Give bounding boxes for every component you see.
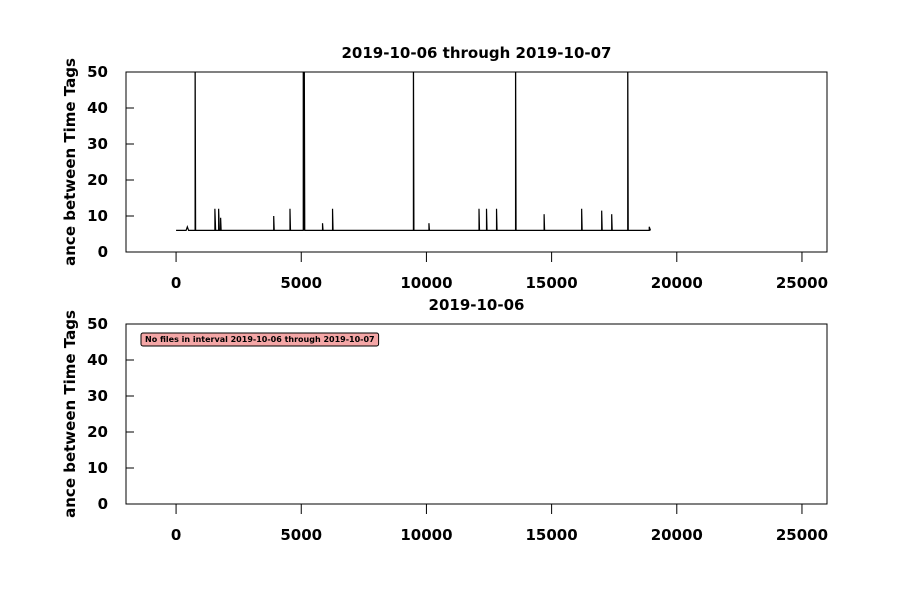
y-axis-label: ance between Time Tags: [61, 58, 79, 266]
x-tick-label: 15000: [526, 274, 578, 292]
y-tick-label: 40: [87, 351, 108, 369]
data-line: [176, 72, 652, 231]
x-tick-label: 0: [171, 274, 181, 292]
y-tick-label: 20: [87, 171, 108, 189]
y-tick-label: 0: [98, 495, 108, 513]
y-tick-label: 50: [87, 315, 108, 333]
y-tick-label: 0: [98, 243, 108, 261]
chart-title: 2019-10-06 through 2019-10-07: [342, 44, 612, 62]
x-tick-label: 5000: [280, 274, 322, 292]
y-tick-label: 40: [87, 99, 108, 117]
annotation: No files in interval 2019-10-06 through …: [140, 332, 380, 347]
plot-frame: [125, 71, 828, 253]
y-tick-label: 10: [87, 459, 108, 477]
x-tick-label: 10000: [400, 274, 452, 292]
y-tick-label: 50: [87, 63, 108, 81]
x-tick-label: 20000: [651, 274, 703, 292]
y-tick-label: 10: [87, 207, 108, 225]
y-tick-label: 30: [87, 135, 108, 153]
x-tick-label: 5000: [280, 526, 322, 544]
x-tick-label: 15000: [526, 526, 578, 544]
x-tick-label: 25000: [776, 274, 828, 292]
annotation-text: No files in interval 2019-10-06 through …: [145, 335, 375, 344]
y-tick-label: 20: [87, 423, 108, 441]
x-tick-label: 0: [171, 526, 181, 544]
x-tick-label: 10000: [400, 526, 452, 544]
y-axis-label: ance between Time Tags: [61, 310, 79, 518]
y-tick-label: 30: [87, 387, 108, 405]
x-tick-label: 20000: [651, 526, 703, 544]
annotation-box: [140, 332, 380, 347]
x-tick-label: 25000: [776, 526, 828, 544]
plot-frame: [125, 323, 828, 505]
chart-title: 2019-10-06: [429, 296, 525, 314]
